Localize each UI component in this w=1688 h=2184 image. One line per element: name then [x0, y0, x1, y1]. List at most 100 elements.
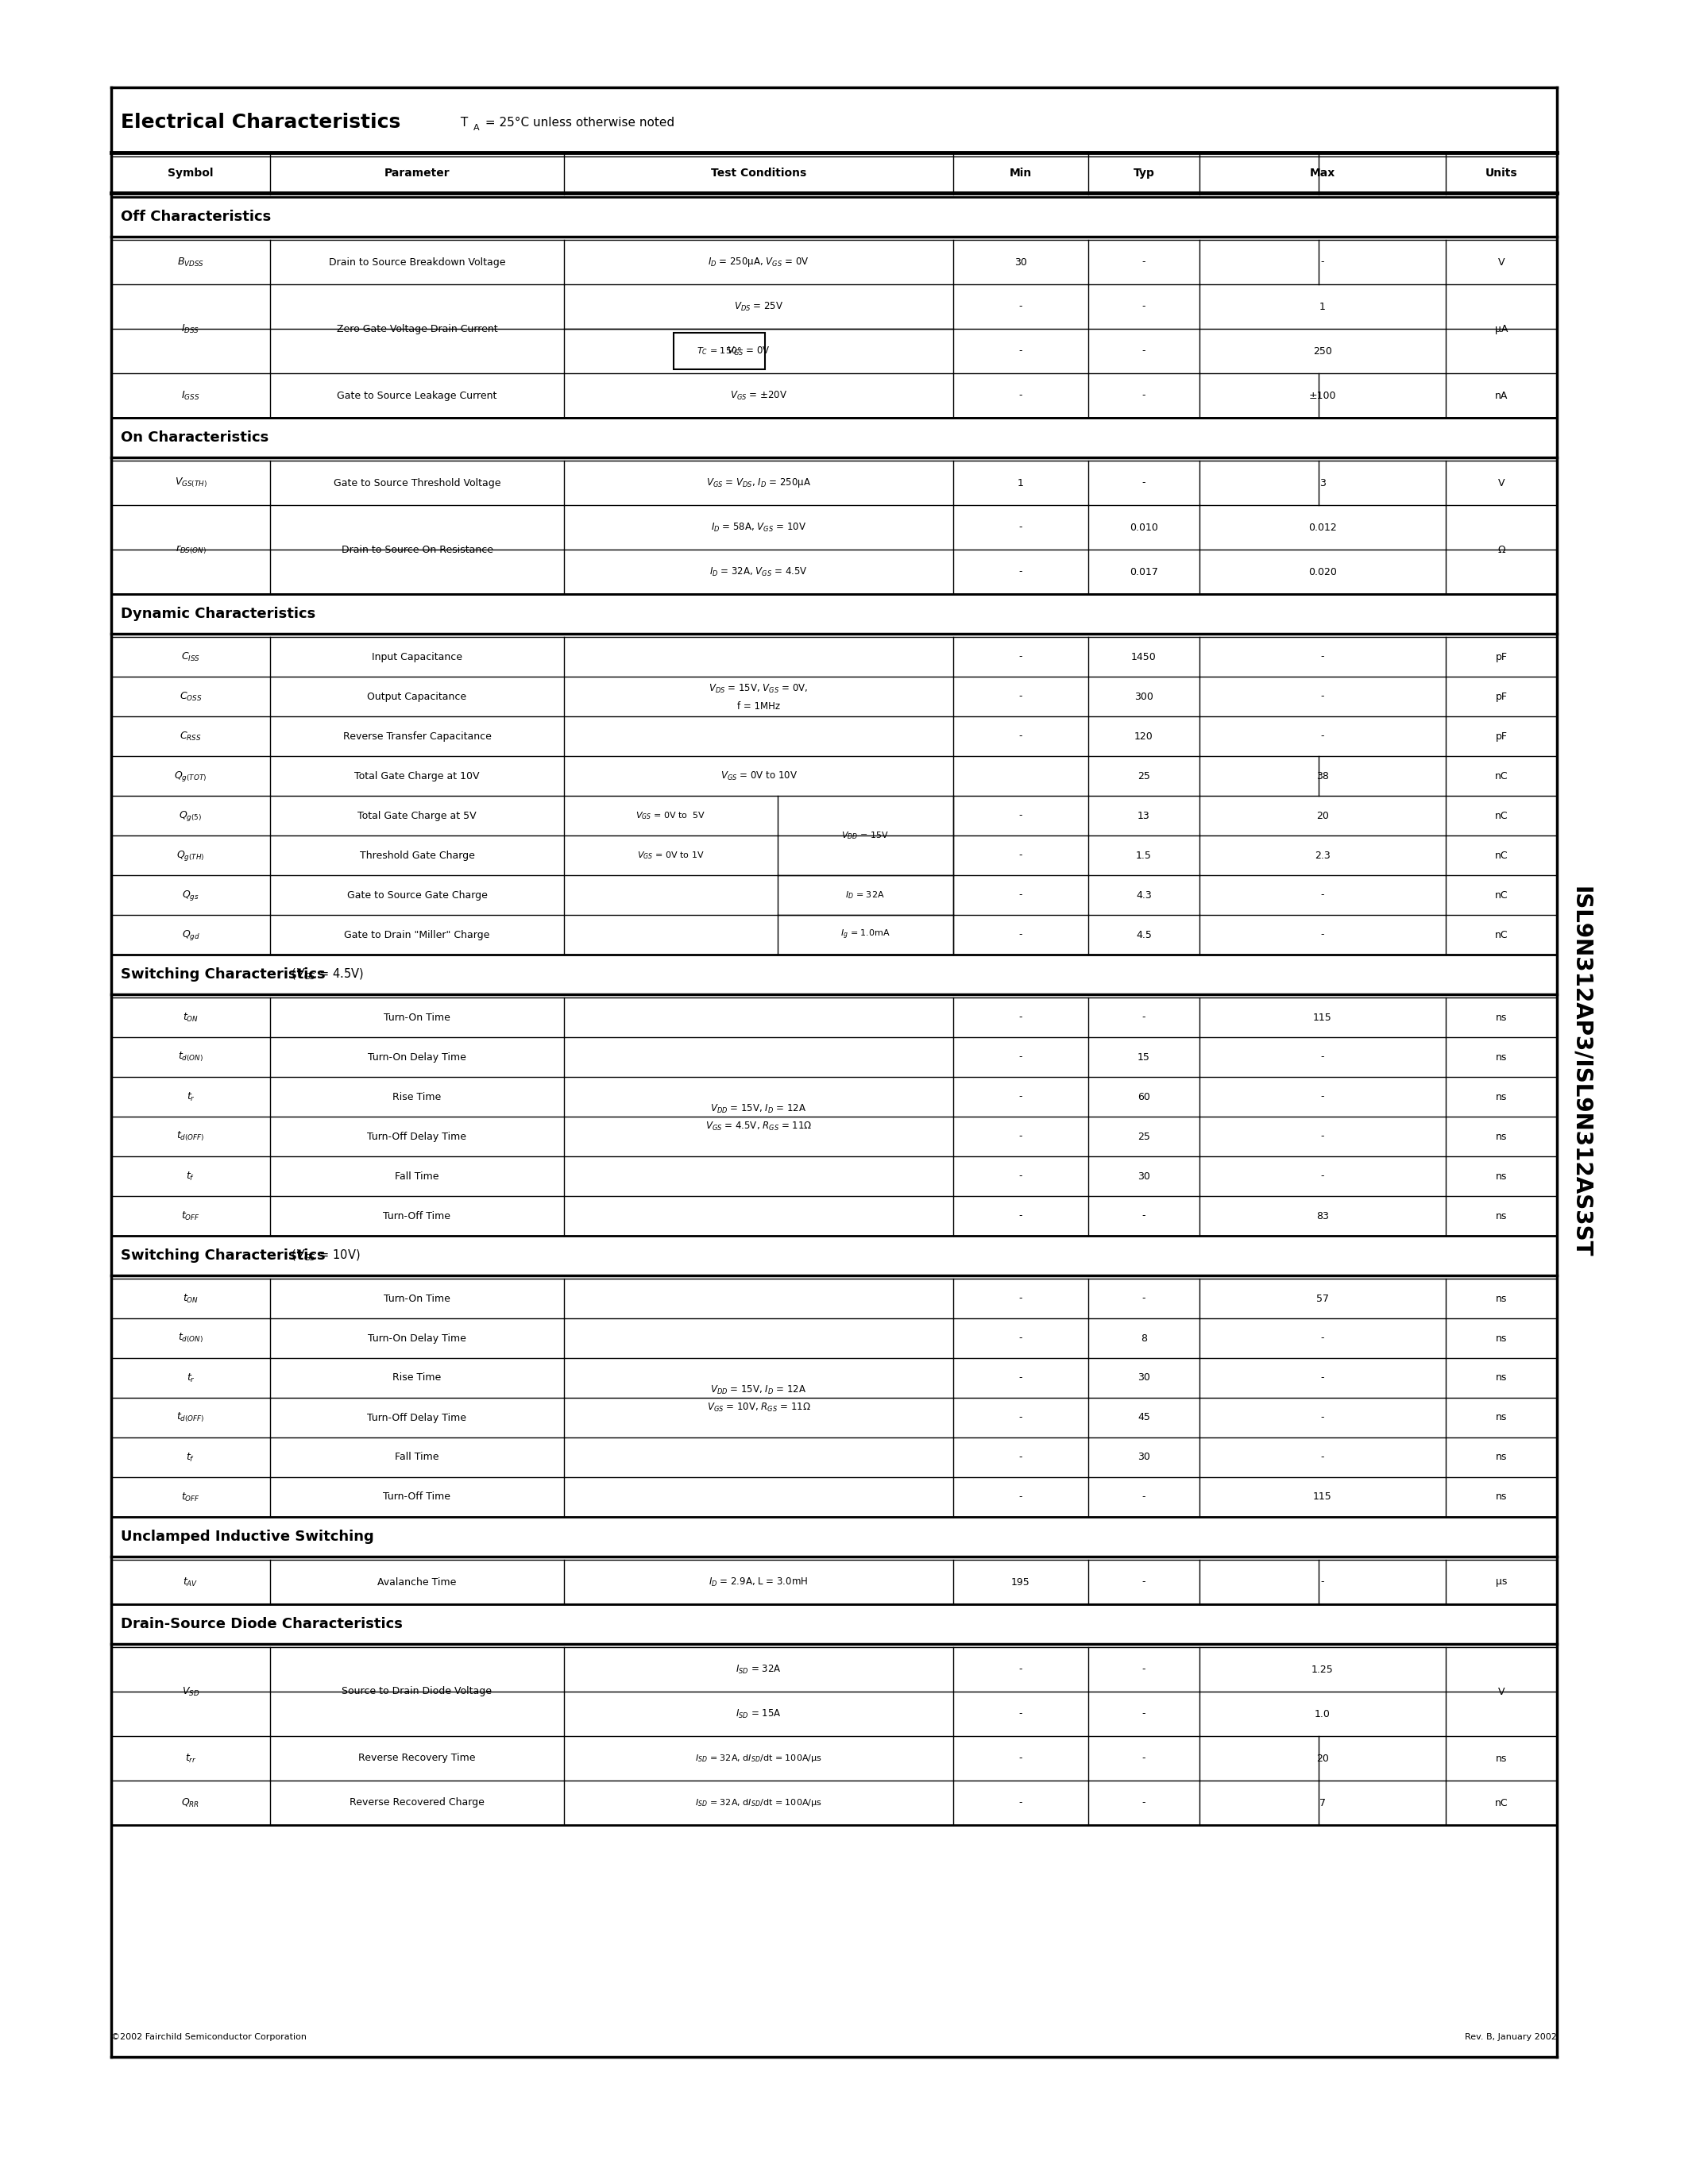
Text: pF: pF: [1496, 692, 1507, 701]
Text: Off Characteristics: Off Characteristics: [122, 210, 272, 225]
Text: 45: 45: [1138, 1413, 1150, 1422]
Text: $V_{GS}$ = 0V to  5V: $V_{GS}$ = 0V to 5V: [635, 810, 706, 821]
Text: $C_{ISS}$: $C_{ISS}$: [181, 651, 201, 662]
Text: T: T: [457, 116, 468, 129]
Text: -: -: [1143, 258, 1146, 266]
Text: -: -: [1020, 930, 1023, 939]
Text: Rise Time: Rise Time: [393, 1092, 441, 1103]
Text: -: -: [1320, 1053, 1325, 1061]
Text: -: -: [1143, 301, 1146, 312]
Text: -: -: [1020, 651, 1023, 662]
Text: ($V_{GS}$ = 10V): ($V_{GS}$ = 10V): [284, 1249, 360, 1262]
Text: ns: ns: [1496, 1053, 1507, 1061]
Text: 0.010: 0.010: [1129, 522, 1158, 533]
Text: -: -: [1320, 1577, 1325, 1588]
Text: ns: ns: [1496, 1293, 1507, 1304]
Text: -: -: [1320, 258, 1325, 266]
Text: -: -: [1320, 889, 1325, 900]
Text: $t_f$: $t_f$: [186, 1452, 196, 1463]
Text: nC: nC: [1496, 889, 1507, 900]
Text: ($V_{GS}$ = 4.5V): ($V_{GS}$ = 4.5V): [284, 968, 365, 983]
Text: -: -: [1020, 889, 1023, 900]
Text: $I_g$ = 1.0mA: $I_g$ = 1.0mA: [841, 928, 890, 941]
Text: 3: 3: [1320, 478, 1325, 487]
Text: -: -: [1143, 1011, 1146, 1022]
Text: $V_{GS(TH)}$: $V_{GS(TH)}$: [174, 476, 208, 489]
Text: $I_D$ = 32A: $I_D$ = 32A: [846, 889, 885, 900]
Text: μs: μs: [1496, 1577, 1507, 1588]
Text: Dynamic Characteristics: Dynamic Characteristics: [122, 607, 316, 620]
Text: $V_{GS}$ = 10V, $R_{GS}$ = 11Ω: $V_{GS}$ = 10V, $R_{GS}$ = 11Ω: [707, 1402, 810, 1413]
Text: -: -: [1020, 1664, 1023, 1675]
Text: ±100: ±100: [1308, 391, 1337, 400]
Text: $Q_{RR}$: $Q_{RR}$: [181, 1797, 199, 1808]
Text: nA: nA: [1496, 391, 1507, 400]
Text: Drain-Source Diode Characteristics: Drain-Source Diode Characteristics: [122, 1616, 403, 1631]
Text: Gate to Source Leakage Current: Gate to Source Leakage Current: [338, 391, 496, 400]
Text: $V_{GS}$ = 0V to 1V: $V_{GS}$ = 0V to 1V: [636, 850, 704, 860]
Text: ns: ns: [1496, 1210, 1507, 1221]
Text: Turn-Off Delay Time: Turn-Off Delay Time: [368, 1413, 466, 1422]
Text: 25: 25: [1138, 1131, 1150, 1142]
Text: $Q_{g(5)}$: $Q_{g(5)}$: [179, 808, 203, 823]
Text: Turn-On Time: Turn-On Time: [383, 1011, 451, 1022]
Text: 1450: 1450: [1131, 651, 1156, 662]
Text: ISL9N312AP3/ISL9N312AS3ST: ISL9N312AP3/ISL9N312AS3ST: [1570, 887, 1592, 1258]
Text: -: -: [1020, 1210, 1023, 1221]
Text: ns: ns: [1496, 1171, 1507, 1182]
Text: Turn-Off Time: Turn-Off Time: [383, 1210, 451, 1221]
Text: ns: ns: [1496, 1131, 1507, 1142]
Text: Turn-On Delay Time: Turn-On Delay Time: [368, 1332, 466, 1343]
Text: -: -: [1020, 1332, 1023, 1343]
Text: -: -: [1020, 732, 1023, 740]
Text: $V_{GS}$ = 0V to 10V: $V_{GS}$ = 0V to 10V: [721, 771, 797, 782]
Text: 30: 30: [1138, 1374, 1150, 1382]
Text: Units: Units: [1485, 168, 1518, 179]
Text: Gate to Source Threshold Voltage: Gate to Source Threshold Voltage: [334, 478, 501, 487]
Text: $I_{GSS}$: $I_{GSS}$: [181, 389, 199, 402]
Text: $I_{SD}$ = 32A, d$I_{SD}$/dt = 100A/μs: $I_{SD}$ = 32A, d$I_{SD}$/dt = 100A/μs: [695, 1754, 822, 1765]
Text: 30: 30: [1138, 1452, 1150, 1463]
Text: $C_{OSS}$: $C_{OSS}$: [179, 690, 203, 703]
Text: $V_{DS}$ = 15V, $V_{GS}$ = 0V,: $V_{DS}$ = 15V, $V_{GS}$ = 0V,: [709, 684, 809, 695]
Text: nC: nC: [1496, 810, 1507, 821]
Text: Turn-Off Delay Time: Turn-Off Delay Time: [368, 1131, 466, 1142]
Text: -: -: [1020, 1452, 1023, 1463]
Text: Drain to Source On Resistance: Drain to Source On Resistance: [341, 544, 493, 555]
Text: Turn-On Delay Time: Turn-On Delay Time: [368, 1053, 466, 1061]
Text: Unclamped Inductive Switching: Unclamped Inductive Switching: [122, 1529, 375, 1544]
Text: Symbol: Symbol: [167, 168, 213, 179]
Text: -: -: [1020, 522, 1023, 533]
Text: -: -: [1320, 930, 1325, 939]
Text: 38: 38: [1317, 771, 1328, 782]
Text: = 25°C unless otherwise noted: = 25°C unless otherwise noted: [481, 116, 675, 129]
Text: 30: 30: [1014, 258, 1026, 266]
Text: $Q_{gd}$: $Q_{gd}$: [182, 928, 199, 941]
Text: ns: ns: [1496, 1092, 1507, 1103]
Text: -: -: [1143, 1754, 1146, 1762]
Text: Parameter: Parameter: [385, 168, 449, 179]
Text: A: A: [473, 124, 479, 131]
Text: -: -: [1320, 1131, 1325, 1142]
Text: Reverse Recovered Charge: Reverse Recovered Charge: [349, 1797, 484, 1808]
Text: -: -: [1143, 1210, 1146, 1221]
Text: $V_{GS}$ = 4.5V, $R_{GS}$ = 11Ω: $V_{GS}$ = 4.5V, $R_{GS}$ = 11Ω: [706, 1120, 812, 1131]
Text: pF: pF: [1496, 732, 1507, 740]
Text: $B_{VDSS}$: $B_{VDSS}$: [177, 256, 204, 269]
Text: $t_{d(ON)}$: $t_{d(ON)}$: [177, 1332, 203, 1345]
Text: Rise Time: Rise Time: [393, 1374, 441, 1382]
Text: Source to Drain Diode Voltage: Source to Drain Diode Voltage: [343, 1686, 493, 1697]
Text: $r_{DS(ON)}$: $r_{DS(ON)}$: [176, 544, 206, 555]
Text: $I_{SD}$ = 32A: $I_{SD}$ = 32A: [736, 1664, 782, 1675]
Text: 120: 120: [1134, 732, 1153, 740]
Text: Fall Time: Fall Time: [395, 1171, 439, 1182]
Text: Threshold Gate Charge: Threshold Gate Charge: [360, 850, 474, 860]
Text: ns: ns: [1496, 1374, 1507, 1382]
Text: V: V: [1497, 258, 1504, 266]
Text: $V_{SD}$: $V_{SD}$: [182, 1686, 199, 1697]
Text: 4.5: 4.5: [1136, 930, 1151, 939]
Text: ns: ns: [1496, 1413, 1507, 1422]
Text: Typ: Typ: [1133, 168, 1155, 179]
Text: $t_{d(OFF)}$: $t_{d(OFF)}$: [177, 1129, 204, 1142]
Text: Test Conditions: Test Conditions: [711, 168, 807, 179]
